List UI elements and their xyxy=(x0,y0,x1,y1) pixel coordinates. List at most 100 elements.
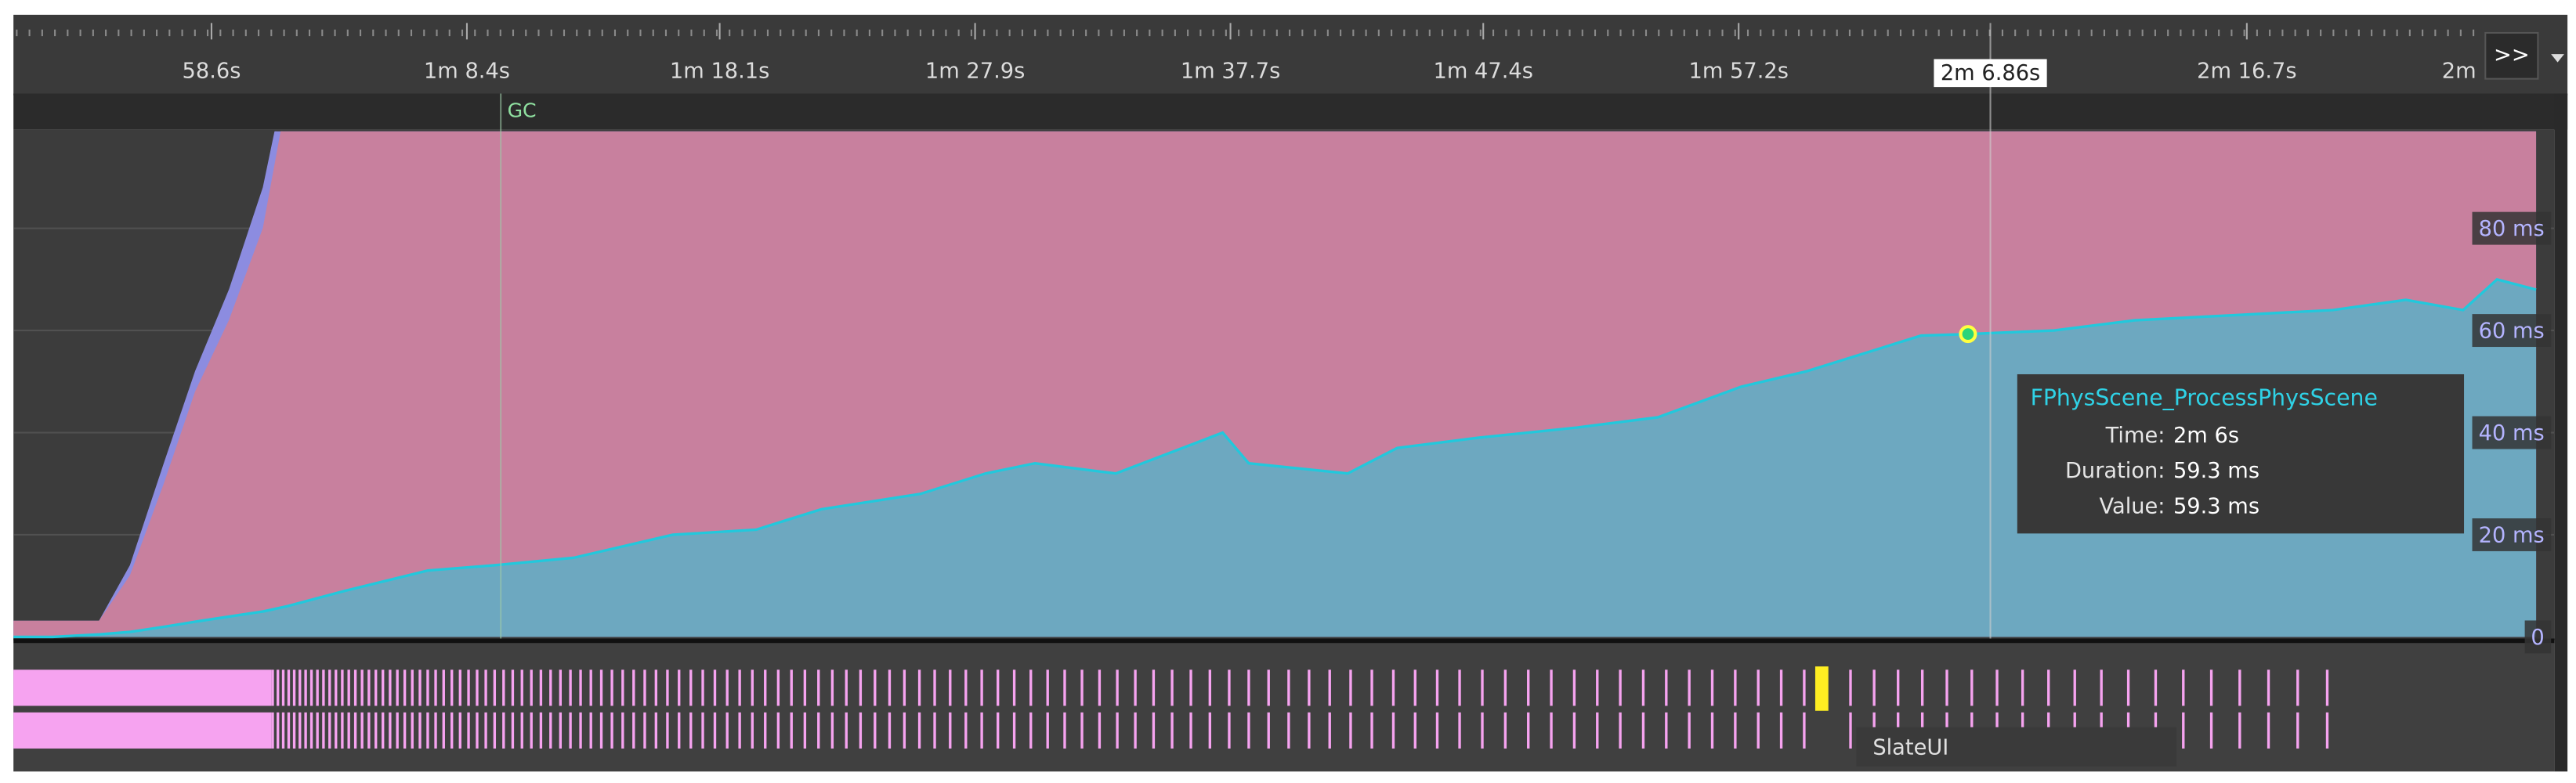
frame-tick xyxy=(374,712,378,749)
frame-tick xyxy=(2021,669,2024,706)
frame-tick xyxy=(621,669,624,706)
frame-tick xyxy=(689,669,693,706)
expand-button-box xyxy=(2484,31,2539,80)
frame-tick xyxy=(725,669,729,706)
frame-tick xyxy=(434,669,437,706)
frame-tick xyxy=(997,669,1000,706)
frame-tick xyxy=(382,712,385,749)
frame-tick xyxy=(353,712,357,749)
cursor-label: 2m 6.86s xyxy=(1941,61,2040,85)
frame-tick xyxy=(678,669,681,706)
frame-tick xyxy=(666,669,669,706)
frame-tick xyxy=(2325,712,2329,749)
frame-tick xyxy=(309,712,313,749)
frame-tick xyxy=(347,712,350,749)
frame-tick xyxy=(599,669,603,706)
frame-tick xyxy=(382,669,385,706)
frame-tick xyxy=(859,669,863,706)
frame-tick xyxy=(2073,669,2076,706)
frame-tick xyxy=(1098,712,1102,749)
frame-tick xyxy=(502,669,505,706)
frame-tick xyxy=(1080,712,1084,749)
frame-tick xyxy=(2182,669,2185,706)
y-tick-label-box xyxy=(2472,314,2552,348)
frame-tick xyxy=(442,712,445,749)
tooltip-row-label: Time: xyxy=(2105,424,2165,448)
frame-tick xyxy=(2238,669,2241,706)
frame-tick xyxy=(689,712,693,749)
frame-tick xyxy=(997,712,1000,749)
expand-button[interactable]: >> xyxy=(2494,43,2530,67)
frame-tick xyxy=(874,712,877,749)
series-line xyxy=(13,278,2537,639)
frame-tick xyxy=(467,712,470,749)
frame-tick xyxy=(964,669,968,706)
frame-tick xyxy=(1349,712,1352,749)
frame-tick xyxy=(484,712,487,749)
frame-tick xyxy=(511,669,515,706)
frame-tick xyxy=(599,712,603,749)
frame-tick xyxy=(341,712,344,749)
x-tick-label: 1m 47.4s xyxy=(1434,60,1533,84)
frame-tick xyxy=(2267,712,2270,749)
frame-tick xyxy=(458,712,461,749)
frame-tick xyxy=(1619,669,1622,706)
frame-tick xyxy=(389,712,392,749)
frame-tick xyxy=(1803,712,1806,749)
frame-tick xyxy=(1688,669,1691,706)
frame-tick xyxy=(1228,669,1231,706)
frame-tick xyxy=(2154,669,2158,706)
frame-tick xyxy=(933,712,936,749)
frame-tick xyxy=(549,712,552,749)
tooltip-box xyxy=(2017,373,2465,534)
frame-tick xyxy=(1872,669,1876,706)
frame-tick xyxy=(1287,712,1290,749)
frame-tick xyxy=(450,669,454,706)
frame-tick xyxy=(903,712,906,749)
frame-tick xyxy=(2182,712,2185,749)
frame-tick xyxy=(2100,669,2103,706)
frame-tick xyxy=(298,669,302,706)
frame-tick xyxy=(360,669,364,706)
frame-tick xyxy=(621,712,624,749)
frame-tick xyxy=(1572,712,1576,749)
frame-tick xyxy=(790,712,793,749)
frame-tick xyxy=(493,712,497,749)
frame-tick xyxy=(467,669,470,706)
x-tick-label: 1m 8.4s xyxy=(424,60,510,84)
frame-tick xyxy=(1665,712,1668,749)
frame-tick xyxy=(1152,669,1156,706)
frame-tick xyxy=(411,669,414,706)
frame-tick xyxy=(2126,669,2130,706)
frame-tick xyxy=(632,669,635,706)
frame-tick xyxy=(484,669,487,706)
x-tick-label: 1m 57.2s xyxy=(1688,60,1788,84)
frame-tick xyxy=(328,669,331,706)
y-tick-label: 20 ms xyxy=(2479,524,2545,548)
frame-tick xyxy=(1920,669,1924,706)
frame-tick xyxy=(1481,712,1484,749)
frame-tick xyxy=(2209,669,2213,706)
frame-tick xyxy=(1189,669,1192,706)
x-tick-label: 1m 18.1s xyxy=(670,60,769,84)
frame-tick xyxy=(530,669,533,706)
frame-tick xyxy=(632,712,635,749)
frame-tick xyxy=(790,669,793,706)
frame-tick xyxy=(1413,669,1416,706)
frame-tick xyxy=(530,712,533,749)
frame-tick xyxy=(502,712,505,749)
frame-tick xyxy=(1849,669,1852,706)
frame-tick xyxy=(1170,712,1174,749)
series-area xyxy=(13,279,2537,637)
frame-tick xyxy=(589,712,592,749)
frame-tick xyxy=(1328,712,1331,749)
frame-tick xyxy=(589,669,592,706)
frame-tick xyxy=(1098,669,1102,706)
frame-tick xyxy=(1012,712,1016,749)
frame-tick xyxy=(1391,669,1395,706)
frame-tick xyxy=(1029,712,1033,749)
y-tick-label-box xyxy=(2472,211,2552,245)
x-tick-label: 1m 37.7s xyxy=(1181,60,1280,84)
frame-tick xyxy=(511,712,515,749)
frame-tick xyxy=(1779,712,1783,749)
